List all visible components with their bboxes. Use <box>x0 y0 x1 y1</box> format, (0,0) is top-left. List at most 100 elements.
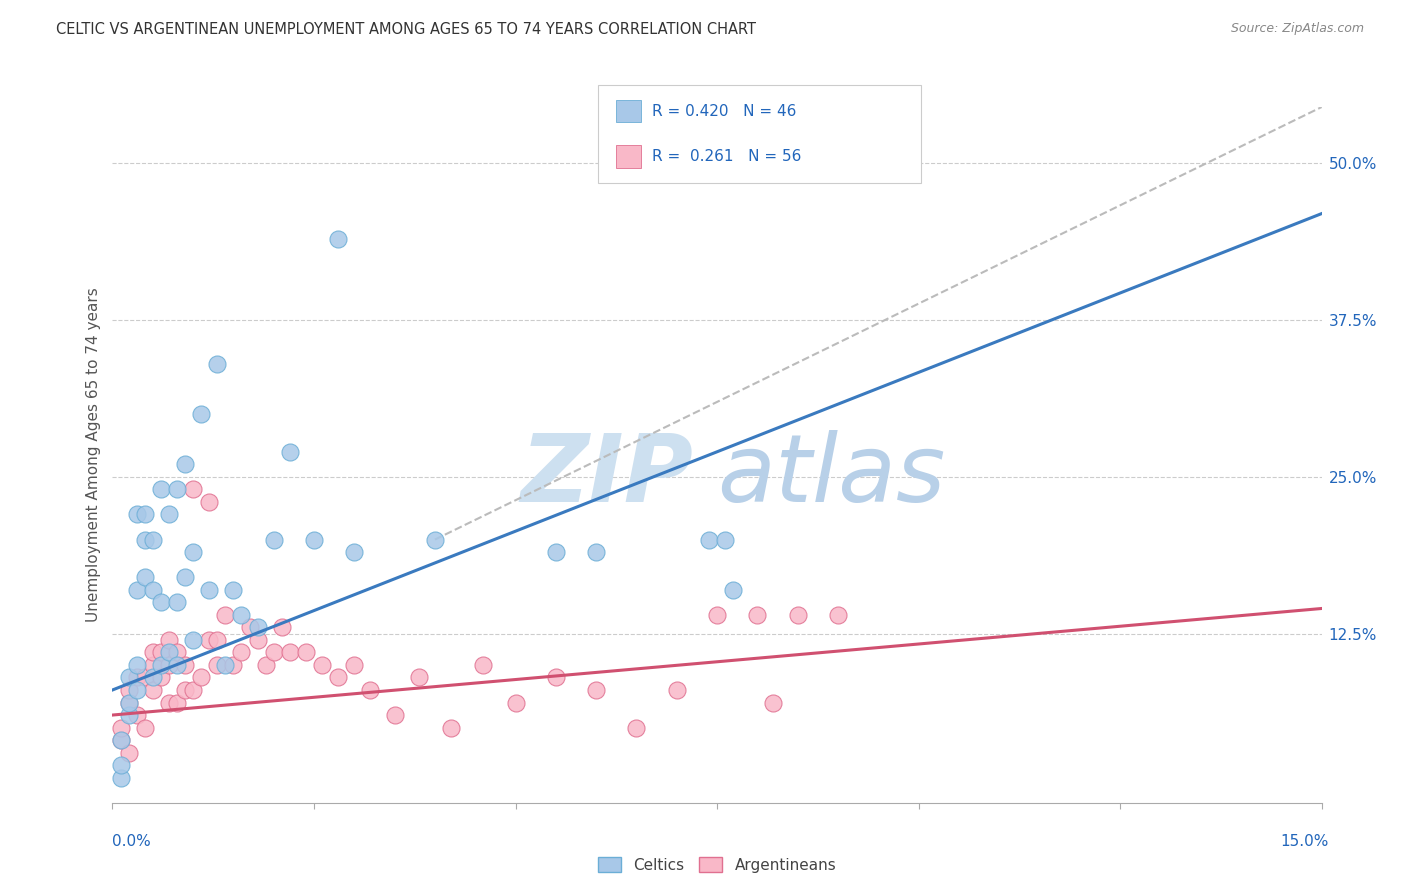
Point <box>190 407 212 421</box>
Point <box>142 533 165 547</box>
Point <box>747 607 769 622</box>
Point <box>254 657 277 672</box>
Point <box>110 733 132 747</box>
Point <box>665 683 688 698</box>
Y-axis label: Unemployment Among Ages 65 to 74 years: Unemployment Among Ages 65 to 74 years <box>86 287 101 623</box>
Point <box>786 607 808 622</box>
Point <box>384 708 406 723</box>
Point <box>181 545 204 559</box>
Point <box>246 620 269 634</box>
Point <box>117 696 139 710</box>
Point <box>117 683 139 698</box>
Point <box>134 508 156 522</box>
Point <box>117 708 139 723</box>
Point <box>198 495 221 509</box>
Point <box>231 645 253 659</box>
Point <box>181 632 204 647</box>
Point <box>110 733 132 747</box>
Point <box>190 670 212 684</box>
Point <box>207 632 229 647</box>
Point <box>166 483 188 497</box>
Point <box>263 533 285 547</box>
Legend: Celtics, Argentineans: Celtics, Argentineans <box>592 850 842 879</box>
Point <box>157 645 180 659</box>
Point <box>697 533 720 547</box>
Point <box>343 545 366 559</box>
Text: 0.0%: 0.0% <box>112 834 152 849</box>
Point <box>222 582 245 597</box>
Point <box>585 545 607 559</box>
Point <box>544 670 567 684</box>
Text: Source: ZipAtlas.com: Source: ZipAtlas.com <box>1230 22 1364 36</box>
Point <box>263 645 285 659</box>
Point <box>166 595 188 609</box>
Text: atlas: atlas <box>717 430 945 521</box>
Text: 15.0%: 15.0% <box>1281 834 1329 849</box>
Point <box>214 657 236 672</box>
Point <box>278 645 301 659</box>
Point <box>198 582 221 597</box>
Point <box>328 232 350 246</box>
Point <box>544 545 567 559</box>
Point <box>359 683 381 698</box>
Point <box>134 570 156 584</box>
Point <box>125 683 148 698</box>
Point <box>302 533 325 547</box>
Point <box>762 696 785 710</box>
Point <box>207 357 229 371</box>
Point <box>174 657 197 672</box>
Point <box>125 670 148 684</box>
Point <box>505 696 527 710</box>
Point <box>110 771 132 785</box>
Point <box>142 657 165 672</box>
Point <box>423 533 446 547</box>
Point <box>142 683 165 698</box>
Point <box>142 645 165 659</box>
Point <box>134 670 156 684</box>
Point <box>134 533 156 547</box>
Point <box>157 632 180 647</box>
Point <box>238 620 260 634</box>
Point <box>117 746 139 760</box>
Point <box>125 657 148 672</box>
Point <box>440 721 463 735</box>
Point <box>295 645 318 659</box>
Point <box>181 483 204 497</box>
Point <box>149 645 172 659</box>
Point <box>157 508 180 522</box>
Point <box>270 620 292 634</box>
Point <box>174 458 197 472</box>
Point <box>278 444 301 458</box>
Point <box>166 696 188 710</box>
Point <box>714 533 737 547</box>
Point <box>142 582 165 597</box>
Point <box>222 657 245 672</box>
Point <box>110 721 132 735</box>
Point <box>117 696 139 710</box>
Point <box>134 721 156 735</box>
Point <box>181 683 204 698</box>
Point <box>721 582 744 597</box>
Point <box>110 758 132 772</box>
Point <box>706 607 728 622</box>
Text: R =  0.261   N = 56: R = 0.261 N = 56 <box>652 149 801 164</box>
Point <box>142 670 165 684</box>
Point <box>157 657 180 672</box>
Point <box>198 632 221 647</box>
Point <box>166 645 188 659</box>
Point <box>166 657 188 672</box>
Point <box>343 657 366 672</box>
Point <box>149 670 172 684</box>
Point <box>827 607 849 622</box>
Point <box>174 570 197 584</box>
Text: ZIP: ZIP <box>520 430 693 522</box>
Point <box>472 657 495 672</box>
Point <box>328 670 350 684</box>
Point <box>231 607 253 622</box>
Point <box>311 657 333 672</box>
Point <box>149 483 172 497</box>
Point <box>125 582 148 597</box>
Point <box>408 670 430 684</box>
Point <box>207 657 229 672</box>
Point <box>125 508 148 522</box>
